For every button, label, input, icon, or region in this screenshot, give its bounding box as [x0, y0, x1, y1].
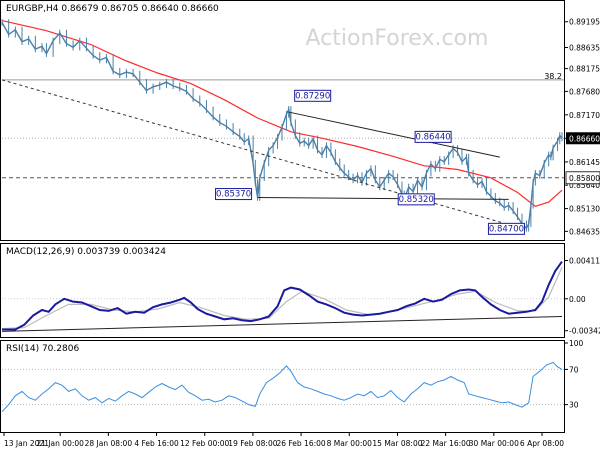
price-ylabel-7: 0.85640: [569, 181, 600, 190]
rsi-ylabel-1: 70: [569, 365, 579, 374]
marker-label-0: 0.87290: [295, 91, 330, 101]
price-ylabel-5: 0.86660: [569, 134, 600, 143]
macd-ylabel-2: -0.003429: [569, 327, 600, 336]
xlabel-3: 4 Feb 16:00: [134, 439, 179, 448]
xlabel-2: 28 Jan 08:00: [85, 439, 133, 448]
marker-label-4: 0.84700: [489, 224, 524, 234]
xlabel-7: 8 Mar 00:00: [327, 439, 373, 448]
marker-label-3: 0.86440: [416, 132, 451, 142]
macd-ylabel-0: 0.004117: [569, 256, 600, 265]
marker-label-2: 0.85320: [399, 195, 434, 205]
moving-average-line: [1, 20, 563, 207]
price-panel-title: EURGBP,H4 0.86679 0.86705 0.86640 0.8666…: [6, 4, 219, 14]
rsi-ylabel-2: 30: [569, 401, 579, 410]
marker-box-3: [414, 130, 452, 143]
fib-label: 38.2: [544, 72, 562, 81]
price-ylabel-6: 0.86145: [569, 158, 600, 167]
rsi-panel-title: RSI(14) 70.2806: [6, 344, 79, 354]
xlabel-11: 6 Apr 08:00: [520, 439, 564, 448]
price-ylabel-9: 0.84635: [569, 227, 600, 236]
rsi-line: [1, 361, 563, 412]
xlabel-6: 26 Feb 16:00: [276, 439, 325, 448]
price-markers-layer: 0.87290 0.85370 0.85320 0.86440 0.84700: [215, 89, 525, 235]
marker-box-2: [397, 193, 435, 206]
price-ylabel-1: 0.88635: [569, 43, 600, 52]
lower-channel-trendline: [1, 79, 523, 229]
xlabel-8: 15 Mar 08:00: [372, 439, 422, 448]
level-label-box: [565, 171, 600, 185]
macd-trendline: [1, 315, 563, 332]
macd-axis: 0.004117 0.00 -0.003429: [564, 256, 600, 336]
current-price-box: [566, 132, 600, 145]
macd-panel-title: MACD(12,26,9) 0.003739 0.003424: [6, 247, 166, 257]
macd-signal-line: [1, 266, 563, 330]
level-label: 0.85800: [569, 174, 600, 183]
xlabel-9: 22 Mar 16:00: [421, 439, 471, 448]
rsi-ylabel-0: 100: [569, 339, 584, 348]
price-ylabel-2: 0.88175: [569, 65, 600, 74]
price-ylabel-8: 0.85130: [569, 205, 600, 214]
rsi-axis: 100 70 30: [564, 339, 584, 410]
marker-label-1: 0.85370: [216, 190, 251, 200]
xlabel-4: 12 Feb 00:00: [180, 439, 229, 448]
macd-line: [2, 261, 563, 331]
support-trendline: [257, 197, 509, 200]
price-series-layer: [1, 19, 563, 232]
marker-box-1: [215, 188, 253, 201]
price-ylabel-0: 0.89195: [569, 18, 600, 27]
marker-box-0: [294, 89, 332, 102]
watermark: ActionForex.com: [306, 26, 489, 51]
xlabel-5: 19 Feb 08:00: [228, 439, 277, 448]
macd-layer: [1, 261, 564, 332]
xlabel-10: 30 Mar 00:00: [469, 439, 519, 448]
xlabel-1: 21 Jan 00:00: [36, 439, 84, 448]
rsi-layer: [1, 361, 564, 412]
rsi-panel-frame: [0, 340, 565, 433]
marker-box-4: [487, 222, 525, 235]
xlabel-0: 13 Jan 2021: [4, 439, 49, 448]
upper-trendline: [288, 111, 500, 158]
price-trendline-layer: [1, 79, 523, 229]
price-ma-layer: [1, 20, 563, 207]
macd-ylabel-1: 0.00: [569, 295, 586, 304]
price-guides: [2, 79, 564, 179]
price-ylabel-4: 0.87170: [569, 111, 600, 120]
price-axis: 0.89195 0.88635 0.88175 0.87680 0.87170 0.866…: [564, 18, 600, 236]
price-ylabel-3: 0.87680: [569, 87, 600, 96]
price-panel-frame: [0, 0, 565, 241]
